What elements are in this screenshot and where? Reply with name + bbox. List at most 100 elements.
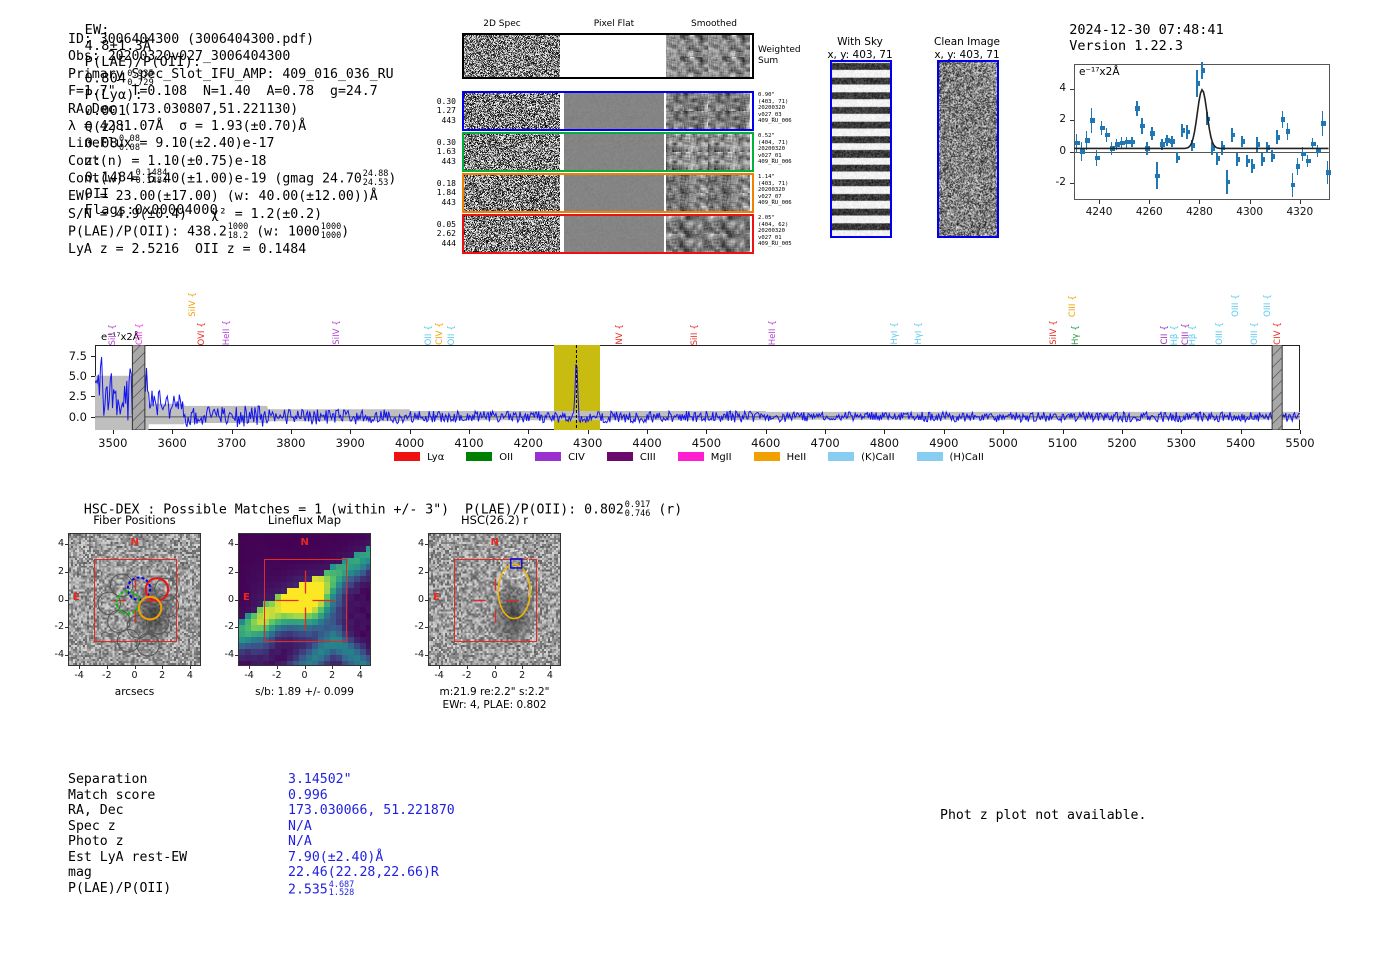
lineflux-cell: [353, 540, 361, 547]
lineflux-cell: [353, 552, 361, 559]
lineflux-cell: [341, 642, 349, 650]
legend-swatch: [394, 452, 421, 461]
linefit-x-tick-label: 4260: [1135, 206, 1163, 218]
spectrum-line-label-text: CIV: [435, 330, 446, 345]
lineflux-cell: [257, 594, 264, 602]
lineflux-cell: [305, 546, 313, 553]
lineflux-cell: [299, 606, 307, 614]
lineflux-cell: [323, 594, 331, 602]
linefit-y-tick: [1070, 89, 1074, 90]
spectrum-line-bracket: {: [196, 321, 207, 331]
lineflux-cell: [275, 588, 282, 596]
hsc-panel-hsc-r-band[interactable]: [428, 533, 561, 666]
hsc-x-tick: [466, 666, 468, 669]
lineflux-cell: [317, 606, 325, 614]
spectrum-x-tick-label: 4900: [929, 436, 959, 450]
compass-north: N: [130, 537, 139, 548]
hsc-x-tick: [439, 666, 441, 669]
contw-pre: Cont(w) = 6.40(±1.00)e-19 (gmag 24.70: [68, 171, 362, 187]
spectrum-line-bracket: {: [134, 322, 145, 332]
spec2d-row-meta-line: 409_RU_006: [758, 159, 792, 166]
hsc-y-tick-label: 2: [227, 565, 234, 577]
lineflux-cell: [359, 648, 367, 656]
hsc-x-tick: [276, 666, 278, 669]
spec2d-row-meta-line: 0.90": [758, 92, 775, 98]
lineflux-cell: [323, 660, 331, 665]
lineflux-cell: [317, 564, 325, 571]
lineflux-cell: [347, 654, 355, 662]
lineflux-cell: [245, 582, 252, 589]
spectrum-x-tick-label: 4200: [513, 436, 543, 450]
lineflux-cell: [317, 612, 325, 620]
pixel-flat-tile: [564, 35, 664, 77]
lineflux-cell: [323, 624, 331, 632]
lineflux-cell: [287, 558, 294, 565]
spec2d-row-meta-line: v027_01: [758, 234, 782, 241]
compass-north: N: [490, 537, 499, 548]
lineflux-cell: [293, 600, 301, 608]
table-row-key: Est LyA rest-EW: [68, 849, 188, 865]
info-plae-mid: (w: 1000: [248, 224, 320, 240]
spectrum-x-tick: [172, 430, 174, 434]
lineflux-cell: [341, 600, 349, 608]
lineflux-cell: [251, 570, 258, 577]
weighted-sum-label: Weighted Sum: [758, 45, 801, 66]
lineflux-cell: [287, 660, 294, 665]
hsc-panel-title: Fiber Positions: [93, 513, 176, 527]
hsc-panel-fiber-positions[interactable]: [68, 533, 201, 666]
lineflux-cell: [305, 618, 313, 626]
spectrum-line-bracket: {: [1215, 322, 1226, 331]
hsc-y-tick: [235, 571, 238, 573]
lineflux-cell: [353, 618, 361, 626]
lineflux-cell: [323, 654, 331, 662]
lineflux-cell: [269, 600, 276, 608]
lineflux-cell: [365, 648, 370, 656]
linefit-x-tick: [1099, 200, 1101, 204]
lineflux-cell: [299, 564, 307, 571]
spec2d-row-meta: 1.14" (403, 71) 20200320 v027_07 409_RU_006: [758, 174, 814, 207]
spectrum-x-tick: [884, 430, 886, 434]
lineflux-cell: [329, 660, 337, 665]
lineflux-cell: [359, 624, 367, 632]
spectrum-line-label-text: CIV: [1273, 330, 1284, 345]
spectrum-line-label-text: OII: [447, 333, 458, 345]
linefit-data-point: [1290, 182, 1296, 188]
hsc-dex-title: HSC-DEX : Possible Matches = 1 (within +…: [68, 486, 682, 518]
table-row-value-lo: 1.528: [328, 888, 355, 899]
spec2d-row-stat: 0.18: [436, 179, 456, 188]
lineflux-cell: [263, 660, 270, 665]
compass-east: E: [433, 591, 440, 603]
hsc-y-tick-label: 4: [227, 538, 234, 550]
lineflux-cell: [299, 588, 307, 596]
lineflux-cell: [335, 534, 343, 541]
lineflux-cell: [263, 606, 270, 614]
lineflux-cell: [293, 654, 301, 662]
lineflux-cell: [299, 594, 307, 602]
lineflux-cell: [311, 558, 319, 565]
lineflux-cell: [287, 630, 294, 638]
lineflux-cell: [341, 558, 349, 565]
lineflux-cell: [287, 552, 294, 559]
lineflux-cell: [251, 534, 258, 541]
lineflux-cell: [293, 636, 301, 644]
table-row-value-text: 22.46(22.28,22.66)R: [288, 865, 439, 880]
table-row-value-text: N/A: [288, 818, 312, 834]
linefit-data-point: [1140, 123, 1145, 129]
lineflux-cell: [353, 648, 361, 656]
lineflux-cell: [299, 552, 307, 559]
lineflux-cell: [323, 552, 331, 559]
hsc-panel-lineflux-map[interactable]: [238, 533, 371, 666]
info-plae-w-hi: 1000: [320, 222, 342, 233]
lineflux-cell: [329, 558, 337, 565]
hsc-x-tick-label: 4: [356, 670, 363, 681]
hsc-y-tick-label: -4: [224, 648, 234, 660]
cutout-with-sky: [830, 60, 892, 238]
spec2d-image-tile: [464, 175, 560, 211]
lineflux-cell: [287, 588, 294, 596]
lineflux-cell: [245, 570, 252, 577]
lineflux-cell: [365, 624, 370, 632]
ew-value: 4.8±1.3Å: [84, 38, 152, 54]
linefit-data-point: [1075, 140, 1080, 146]
lineflux-cell: [359, 600, 367, 608]
spectrum-line-bracket: {: [1048, 320, 1059, 329]
